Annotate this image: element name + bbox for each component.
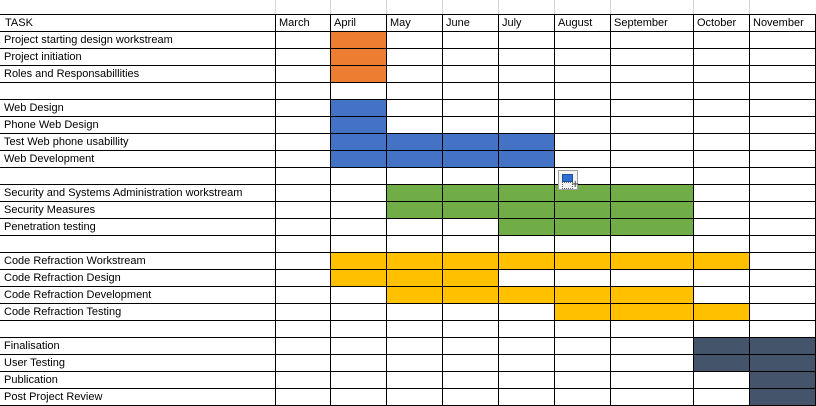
gantt-bar [386, 184, 693, 201]
row-border [0, 150, 816, 151]
month-header: April [334, 17, 357, 29]
task-label: Web Design [4, 102, 64, 114]
gantt-bar [330, 48, 386, 65]
gantt-bar [554, 303, 749, 320]
column-border [749, 14, 750, 405]
column-border [498, 14, 499, 405]
gantt-bar [498, 286, 693, 303]
row-border [0, 252, 816, 253]
row-border [0, 201, 816, 202]
task-label: Publication [4, 374, 58, 386]
column-border [330, 14, 331, 405]
gantt-bar [749, 354, 816, 371]
row-border [0, 269, 816, 270]
gantt-bar [693, 337, 816, 354]
task-label: Code Refraction Workstream [4, 255, 146, 267]
row-border [0, 82, 816, 83]
row-border [0, 371, 816, 372]
row-border [0, 303, 816, 304]
paste-options-icon[interactable]: + [558, 170, 580, 190]
task-label: Code Refraction Testing [4, 306, 122, 318]
task-label [0, 236, 275, 252]
row-border [0, 354, 816, 355]
gantt-bar [330, 99, 386, 116]
row-border [0, 184, 816, 185]
gantt-bar [330, 116, 386, 133]
task-label: Code Refraction Development [4, 289, 152, 301]
row-border [0, 218, 816, 219]
column-border [275, 14, 276, 405]
row-border [0, 48, 816, 49]
header-border [0, 14, 816, 15]
task-label: Post Project Review [4, 391, 103, 403]
gantt-bar [693, 354, 749, 371]
row-border [0, 116, 816, 117]
task-label: Penetration testing [4, 221, 96, 233]
month-header: October [697, 17, 737, 29]
task-label: Finalisation [4, 340, 60, 352]
row-border [0, 167, 816, 168]
row-border [0, 99, 816, 100]
row-border [0, 31, 816, 32]
month-header: November [753, 17, 804, 29]
row-border [0, 286, 816, 287]
gantt-bar [749, 388, 816, 405]
row-border [0, 388, 816, 389]
gantt-bar [330, 31, 386, 48]
row-border [0, 320, 816, 321]
task-header: TASK [5, 17, 33, 29]
task-label: Phone Web Design [4, 119, 99, 131]
column-border [442, 14, 443, 405]
month-header: August [558, 17, 593, 29]
task-label [0, 83, 275, 99]
task-label: Security Measures [4, 204, 96, 216]
paste-plus-icon: + [571, 179, 580, 190]
gantt-bar [330, 269, 386, 286]
row-border [0, 235, 816, 236]
task-label: Code Refraction Design [4, 272, 121, 284]
row-border [0, 133, 816, 134]
column-border [610, 14, 611, 405]
gantt-bar [330, 65, 386, 82]
column-border [693, 14, 694, 405]
column-border [554, 14, 555, 405]
task-label [0, 321, 275, 337]
task-label: Project starting design workstream [4, 34, 173, 46]
month-header: March [279, 17, 310, 29]
row-border [0, 337, 816, 338]
gantt-bar [386, 201, 693, 218]
row-border [0, 65, 816, 66]
task-label: Test Web phone usabillity [4, 136, 129, 148]
paste-clipboard-shape [562, 174, 573, 182]
gantt-bar [330, 252, 749, 269]
month-header: June [446, 17, 470, 29]
task-label: Project initiation [4, 51, 82, 63]
task-label: Web Development [4, 153, 95, 165]
month-header: July [502, 17, 522, 29]
gantt-bar [498, 218, 693, 235]
task-label: Security and Systems Administration work… [4, 187, 243, 199]
column-border [386, 14, 387, 405]
month-header: May [390, 17, 411, 29]
paste-dotted-shape [562, 182, 573, 189]
gantt-bar [749, 371, 816, 388]
month-header: September [614, 17, 668, 29]
task-label: Roles and Responsabillities [4, 68, 140, 80]
task-label [0, 168, 275, 184]
task-label: User Testing [4, 357, 65, 369]
